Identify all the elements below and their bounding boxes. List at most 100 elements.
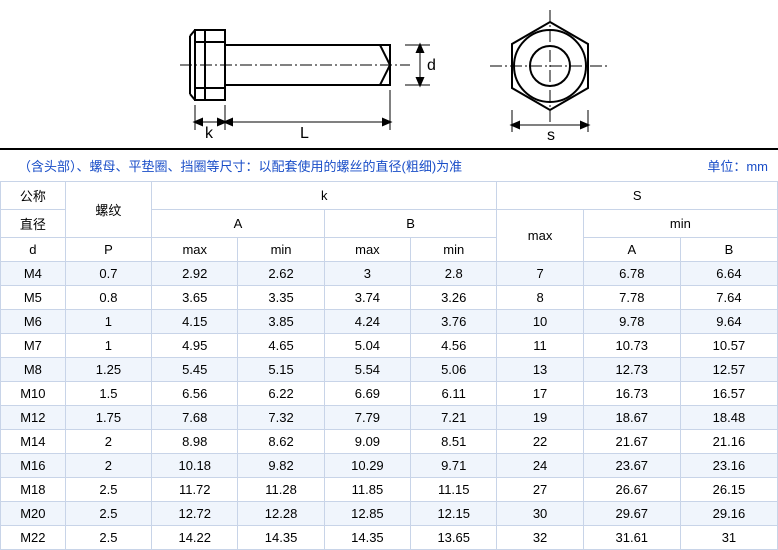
cell-s_max: 11 xyxy=(497,334,583,358)
table-row: M50.83.653.353.743.2687.787.64 xyxy=(1,286,778,310)
cell-s_max: 8 xyxy=(497,286,583,310)
cell-p: 1.5 xyxy=(65,382,151,406)
cell-s_b: 18.48 xyxy=(680,406,777,430)
caption-row: （含头部）、螺母、平垫圈、挡圈等尺寸：以配套使用的螺丝的直径(粗细)为准 单位：… xyxy=(0,150,778,181)
cell-s_a: 10.73 xyxy=(583,334,680,358)
cell-kb_max: 5.04 xyxy=(324,334,410,358)
cell-ka_min: 6.22 xyxy=(238,382,324,406)
cell-s_b: 16.57 xyxy=(680,382,777,406)
table-row: M202.512.7212.2812.8512.153029.6729.16 xyxy=(1,502,778,526)
cell-p: 2 xyxy=(65,430,151,454)
table-body: M40.72.922.6232.876.786.64M50.83.653.353… xyxy=(1,262,778,550)
header-kb-max: max xyxy=(324,238,410,262)
header-p: 螺纹 xyxy=(65,182,151,238)
cell-s_max: 13 xyxy=(497,358,583,382)
table-row: M121.757.687.327.797.211918.6718.48 xyxy=(1,406,778,430)
label-d: d xyxy=(427,57,436,74)
cell-s_b: 29.16 xyxy=(680,502,777,526)
cell-ka_max: 6.56 xyxy=(152,382,238,406)
cell-ka_max: 12.72 xyxy=(152,502,238,526)
cell-ka_max: 8.98 xyxy=(152,430,238,454)
header-s-max: max xyxy=(497,210,583,262)
cell-s_b: 12.57 xyxy=(680,358,777,382)
cell-ka_min: 3.85 xyxy=(238,310,324,334)
cell-s_a: 21.67 xyxy=(583,430,680,454)
cell-ka_max: 7.68 xyxy=(152,406,238,430)
header-d-3: d xyxy=(1,238,66,262)
cell-kb_max: 6.69 xyxy=(324,382,410,406)
cell-ka_min: 4.65 xyxy=(238,334,324,358)
cell-s_a: 31.61 xyxy=(583,526,680,550)
cell-kb_min: 9.71 xyxy=(411,454,497,478)
header-ka-max: max xyxy=(152,238,238,262)
cell-p: 2.5 xyxy=(65,478,151,502)
cell-p: 1.25 xyxy=(65,358,151,382)
cell-ka_min: 12.28 xyxy=(238,502,324,526)
table-row: M714.954.655.044.561110.7310.57 xyxy=(1,334,778,358)
bolt-diagram: d k L s xyxy=(0,0,778,150)
cell-s_b: 10.57 xyxy=(680,334,777,358)
table-row: M101.56.566.226.696.111716.7316.57 xyxy=(1,382,778,406)
cell-p: 1 xyxy=(65,334,151,358)
cell-p: 2 xyxy=(65,454,151,478)
cell-ka_max: 14.22 xyxy=(152,526,238,550)
cell-s_b: 21.16 xyxy=(680,430,777,454)
caption-left: （含头部）、螺母、平垫圈、挡圈等尺寸：以配套使用的螺丝的直径(粗细)为准 xyxy=(18,156,462,175)
cell-s_a: 7.78 xyxy=(583,286,680,310)
cell-ka_min: 3.35 xyxy=(238,286,324,310)
cell-kb_max: 10.29 xyxy=(324,454,410,478)
cell-ka_min: 8.62 xyxy=(238,430,324,454)
cell-p: 2.5 xyxy=(65,526,151,550)
header-s-a: A xyxy=(583,238,680,262)
cell-ka_min: 7.32 xyxy=(238,406,324,430)
cell-ka_min: 9.82 xyxy=(238,454,324,478)
cell-ka_min: 5.15 xyxy=(238,358,324,382)
cell-d: M20 xyxy=(1,502,66,526)
cell-s_a: 26.67 xyxy=(583,478,680,502)
cell-kb_max: 4.24 xyxy=(324,310,410,334)
cell-kb_max: 11.85 xyxy=(324,478,410,502)
cell-kb_min: 11.15 xyxy=(411,478,497,502)
cell-s_max: 22 xyxy=(497,430,583,454)
table-row: M40.72.922.6232.876.786.64 xyxy=(1,262,778,286)
cell-s_b: 23.16 xyxy=(680,454,777,478)
cell-d: M16 xyxy=(1,454,66,478)
cell-d: M7 xyxy=(1,334,66,358)
cell-kb_min: 2.8 xyxy=(411,262,497,286)
cell-kb_max: 3.74 xyxy=(324,286,410,310)
header-row-1: 公称 螺纹 k S xyxy=(1,182,778,210)
cell-s_b: 9.64 xyxy=(680,310,777,334)
cell-kb_max: 14.35 xyxy=(324,526,410,550)
cell-s_max: 30 xyxy=(497,502,583,526)
cell-p: 2.5 xyxy=(65,502,151,526)
header-s: S xyxy=(497,182,778,210)
label-L: L xyxy=(300,125,309,142)
cell-d: M14 xyxy=(1,430,66,454)
cell-s_a: 6.78 xyxy=(583,262,680,286)
cell-d: M10 xyxy=(1,382,66,406)
cell-kb_min: 7.21 xyxy=(411,406,497,430)
cell-s_max: 24 xyxy=(497,454,583,478)
cell-s_max: 7 xyxy=(497,262,583,286)
cell-s_b: 7.64 xyxy=(680,286,777,310)
label-s: s xyxy=(547,127,555,144)
cell-s_max: 10 xyxy=(497,310,583,334)
header-kb-min: min xyxy=(411,238,497,262)
cell-ka_min: 14.35 xyxy=(238,526,324,550)
cell-kb_min: 12.15 xyxy=(411,502,497,526)
cell-d: M5 xyxy=(1,286,66,310)
label-k: k xyxy=(205,125,214,142)
cell-kb_min: 5.06 xyxy=(411,358,497,382)
cell-p: 1.75 xyxy=(65,406,151,430)
cell-kb_min: 3.76 xyxy=(411,310,497,334)
bolt-end-view-icon: s xyxy=(480,10,620,145)
header-k-b: B xyxy=(324,210,497,238)
cell-kb_max: 7.79 xyxy=(324,406,410,430)
cell-d: M18 xyxy=(1,478,66,502)
cell-s_b: 6.64 xyxy=(680,262,777,286)
cell-ka_min: 11.28 xyxy=(238,478,324,502)
cell-s_max: 17 xyxy=(497,382,583,406)
cell-p: 0.7 xyxy=(65,262,151,286)
cell-ka_max: 3.65 xyxy=(152,286,238,310)
cell-p: 0.8 xyxy=(65,286,151,310)
